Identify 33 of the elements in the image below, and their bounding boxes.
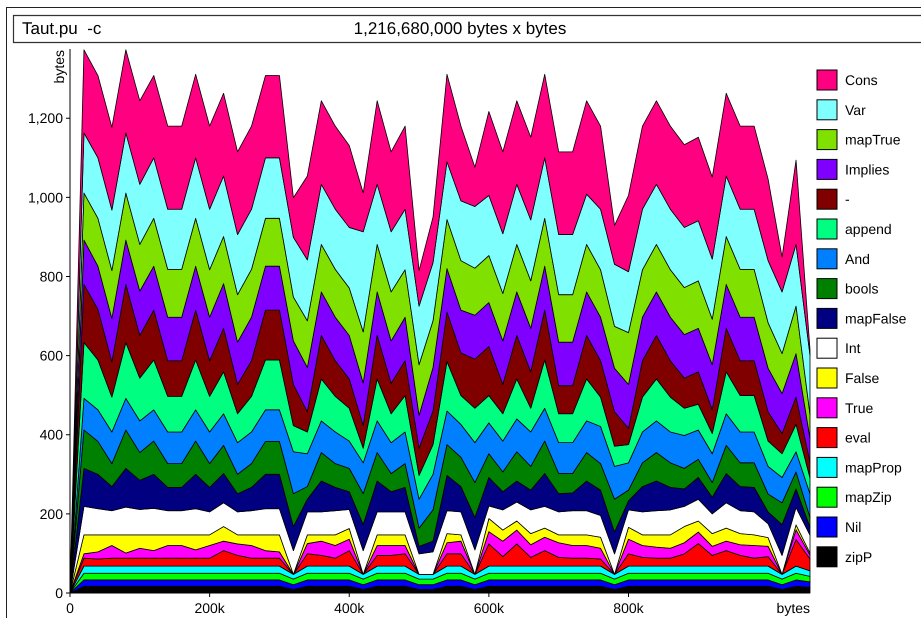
legend-label: Implies [845,161,890,178]
chart-title: Taut.pu -c [22,19,102,38]
legend-label: bools [845,280,878,297]
legend-label: And [845,250,870,267]
legend-label: - [845,191,850,208]
x-axis-title: bytes [776,600,810,616]
legend-label: zipP [845,548,872,565]
legend-label: eval [845,430,871,446]
legend-label: append [845,221,892,237]
chart-subtitle: 1,216,680,000 bytes x bytes [354,19,566,38]
y-tick-label: 1,000 [28,189,64,206]
y-tick-label: 0 [55,584,64,601]
x-tick-label: 0 [66,600,74,616]
x-tick-label: 800k [613,600,645,616]
legend-label: mapZip [845,489,892,506]
legend-label: mapTrue [845,132,901,148]
legend-label: Int [845,340,861,356]
x-tick-label: 200k [194,600,226,616]
y-tick-label: 1,200 [28,110,64,126]
legend-label: mapFalse [845,310,907,326]
x-tick-label: 600k [474,600,506,616]
legend-label: False [845,370,880,386]
y-tick-label: 200 [40,506,64,522]
legend-label: Var [845,102,866,118]
x-tick-label: 400k [334,600,366,616]
legend-label: True [845,400,874,416]
y-tick-label: 400 [40,426,64,443]
y-axis-title: bytes [51,50,67,84]
legend-label: mapProp [845,459,902,476]
legend-label: Cons [845,72,878,88]
y-tick-label: 600 [40,348,64,364]
y-tick-label: 800 [40,268,64,284]
legend-label: Nil [845,519,862,535]
